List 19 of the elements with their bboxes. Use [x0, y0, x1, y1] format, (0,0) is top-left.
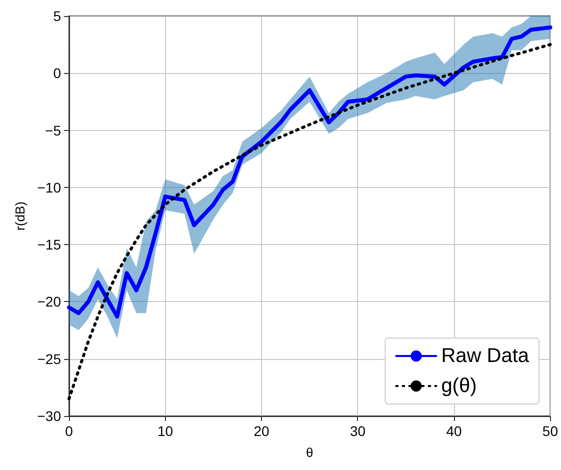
x-tick-label: 10	[157, 423, 174, 439]
x-tick-label: 20	[254, 423, 270, 439]
y-tick-label: −25	[37, 350, 62, 367]
legend-label: g(θ)	[441, 375, 477, 397]
y-tick-label: 5	[53, 8, 62, 24]
x-tick-label: 40	[446, 423, 462, 439]
line-series	[68, 43, 552, 400]
y-axis-title: r(dB)	[12, 202, 28, 230]
legend-label: Raw Data	[441, 345, 530, 367]
y-tick-label: −10	[37, 179, 62, 196]
y-tick-label: 0	[53, 65, 62, 82]
x-tick-label: 0	[65, 423, 74, 439]
x-tick-label: 50	[542, 423, 558, 439]
y-tick-label: −30	[37, 408, 62, 424]
x-axis-title: θ	[306, 445, 314, 460]
y-tick-label: −20	[37, 294, 62, 310]
y-tick-label: −15	[37, 236, 62, 253]
y-tick-label: −5	[45, 122, 62, 138]
x-tick-label: 30	[350, 423, 366, 439]
